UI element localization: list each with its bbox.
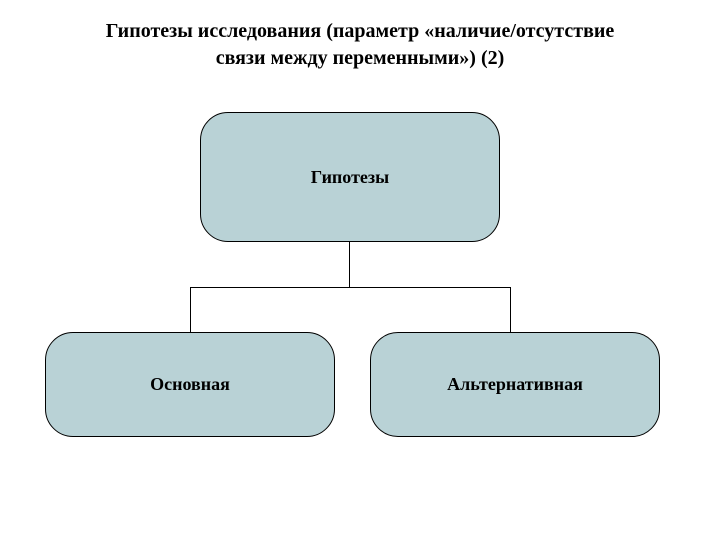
title-line-1: Гипотезы исследования (параметр «наличие… <box>40 18 680 45</box>
connector-right-drop <box>510 287 511 332</box>
connector-left-drop <box>190 287 191 332</box>
page-title: Гипотезы исследования (параметр «наличие… <box>0 0 720 72</box>
title-line-2: связи между переменными») (2) <box>40 45 680 72</box>
hierarchy-diagram: Гипотезы Основная Альтернативная <box>0 72 720 512</box>
connector-trunk <box>349 242 350 287</box>
child-node-left: Основная <box>45 332 335 437</box>
child-node-left-label: Основная <box>150 374 230 395</box>
child-node-right: Альтернативная <box>370 332 660 437</box>
child-node-right-label: Альтернативная <box>447 374 583 395</box>
connector-crossbar <box>190 287 510 288</box>
root-node: Гипотезы <box>200 112 500 242</box>
root-node-label: Гипотезы <box>311 167 389 188</box>
